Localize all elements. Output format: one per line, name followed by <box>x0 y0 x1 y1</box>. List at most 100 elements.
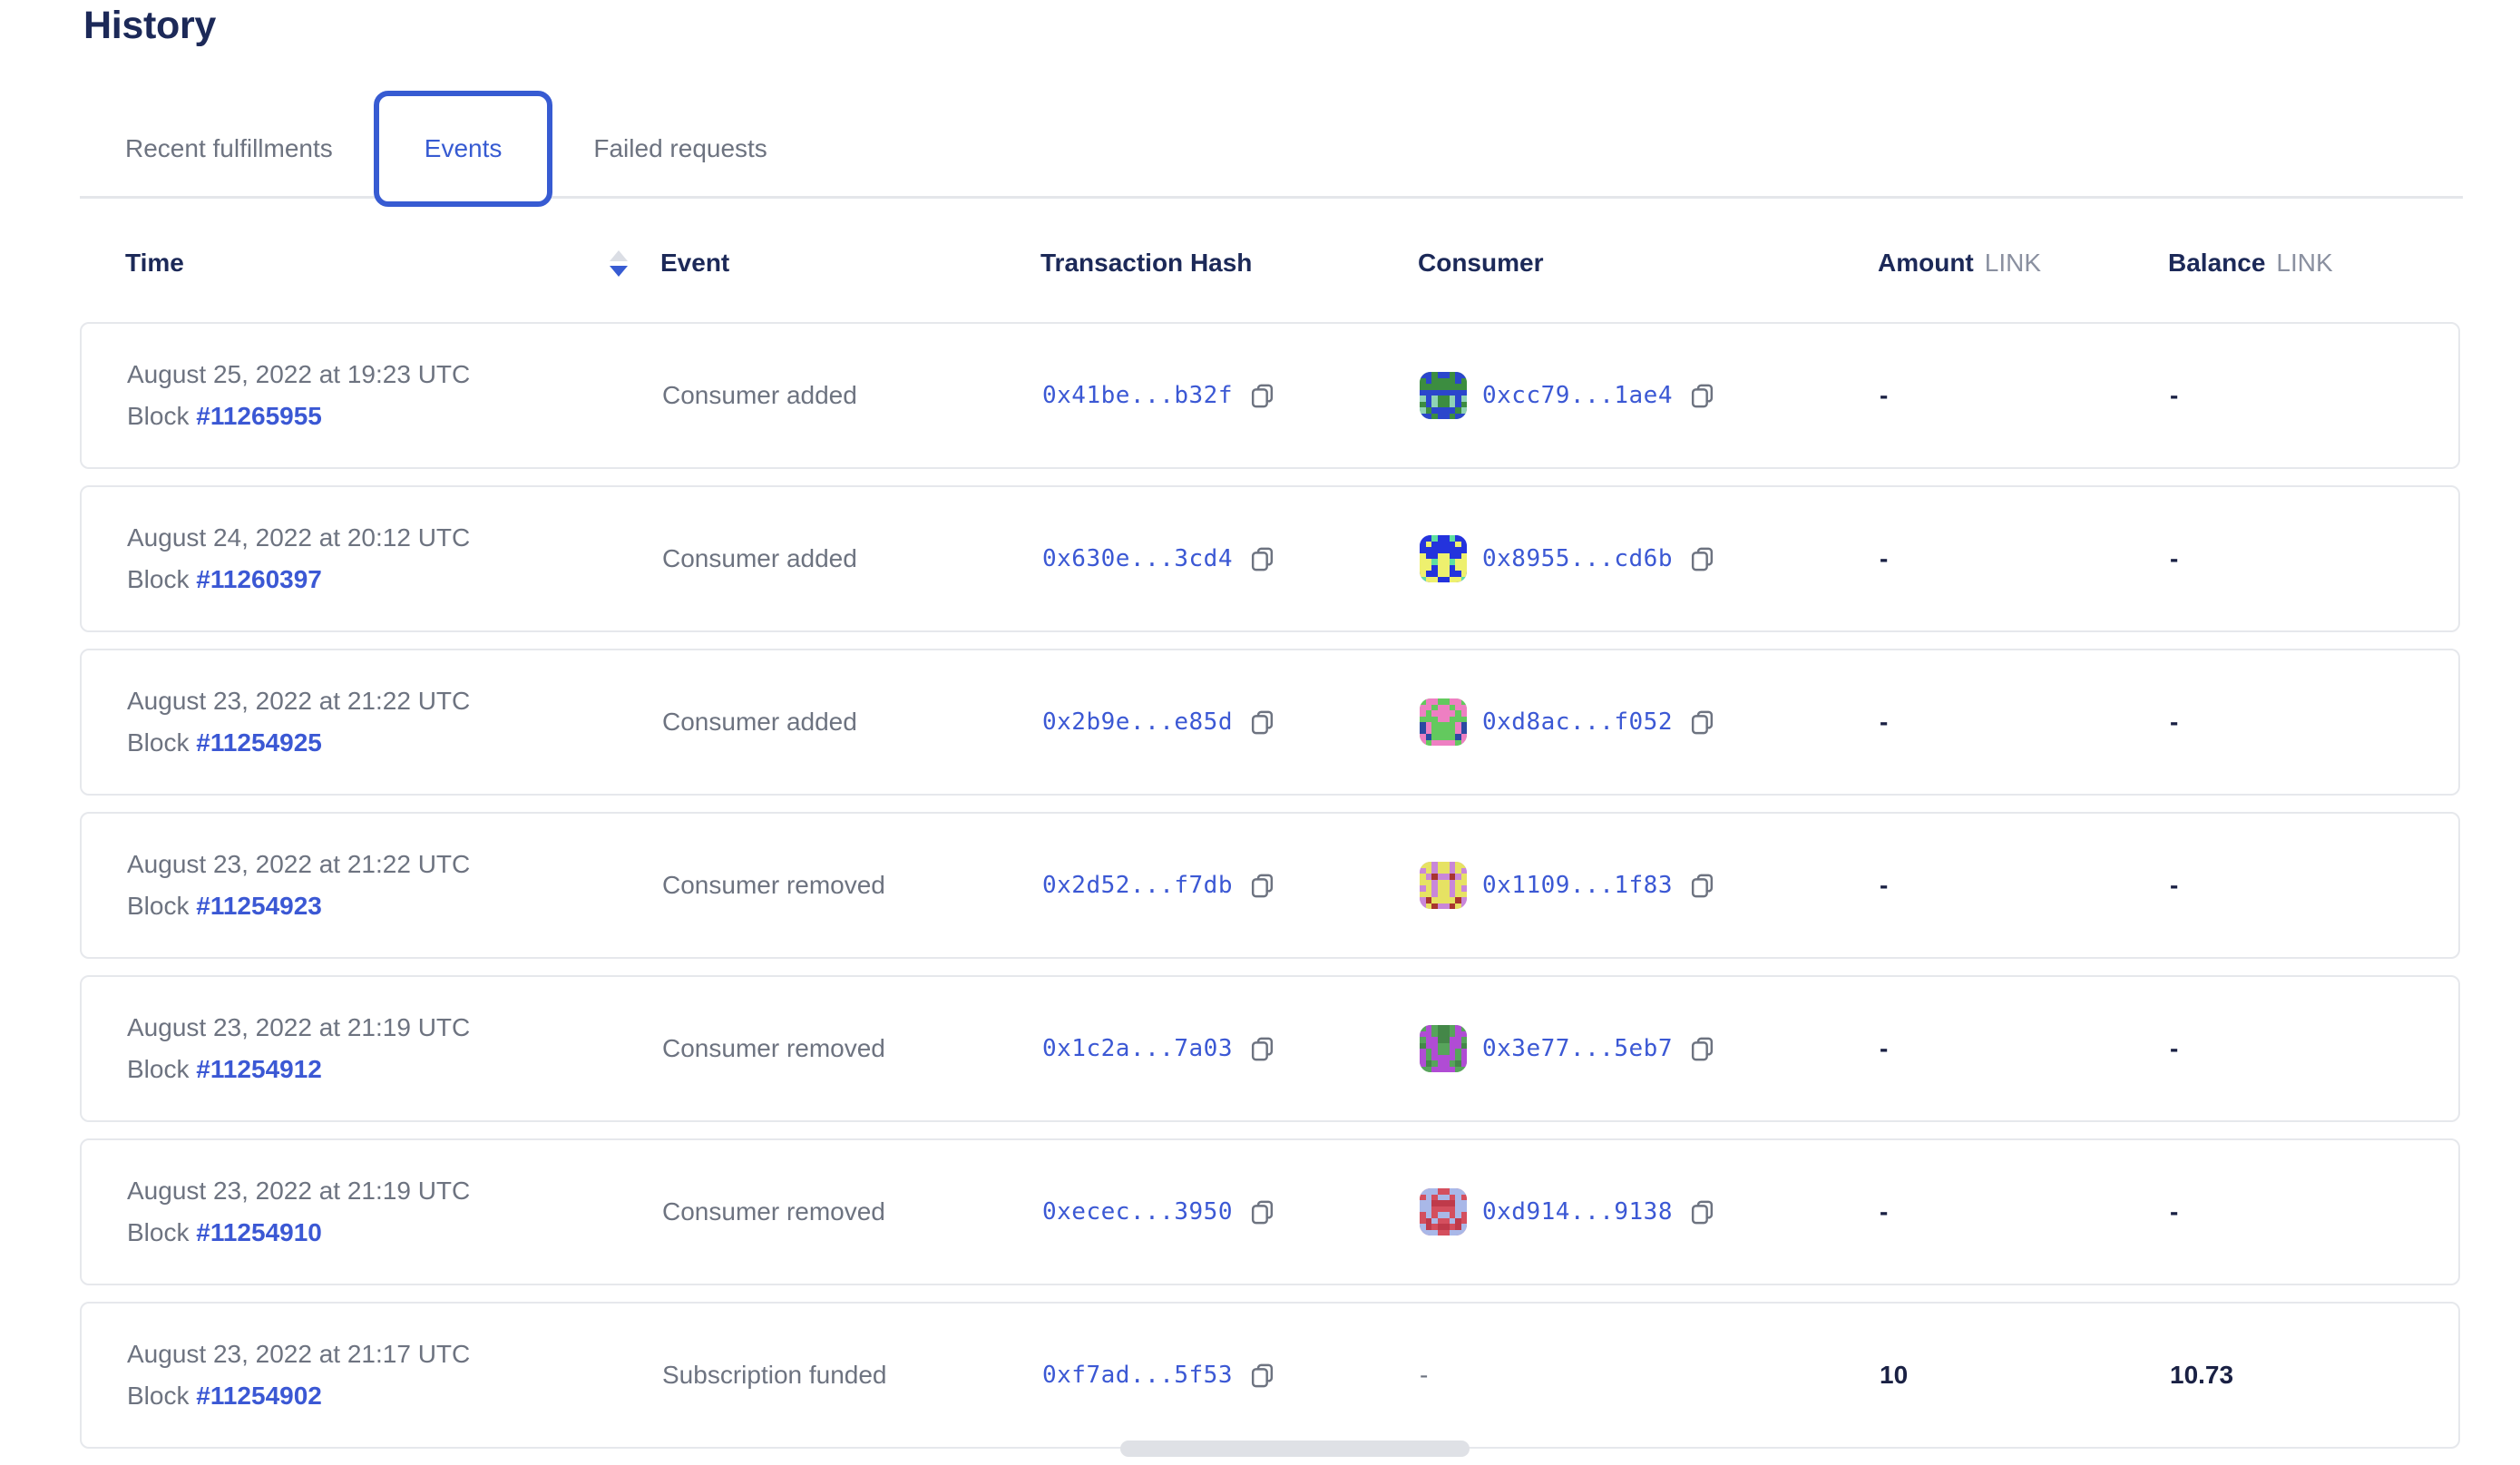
consumer-address-link[interactable]: 0x3e77...5eb7 <box>1482 1035 1673 1062</box>
consumer-identicon <box>1420 372 1467 419</box>
event-type: Consumer removed <box>662 871 885 899</box>
block-number-link[interactable]: #11265955 <box>196 402 322 430</box>
horizontal-scrollbar-thumb[interactable] <box>1120 1441 1470 1457</box>
sort-icon[interactable] <box>610 249 628 277</box>
column-header-amount: Amount LINK <box>1878 249 2168 278</box>
copy-icon[interactable] <box>1248 708 1276 737</box>
transaction-hash-link[interactable]: 0x630e...3cd4 <box>1042 545 1233 572</box>
transaction-hash-cell: 0x41be...b32f <box>1042 382 1420 410</box>
time-cell: August 24, 2022 at 20:12 UTC Block #1126… <box>127 523 662 594</box>
table-row: August 23, 2022 at 21:17 UTC Block #1125… <box>80 1302 2460 1449</box>
time-cell: August 23, 2022 at 21:22 UTC Block #1125… <box>127 687 662 757</box>
time-cell: August 23, 2022 at 21:22 UTC Block #1125… <box>127 850 662 921</box>
history-tabs: Recent fulfillments Events Failed reques… <box>125 91 767 207</box>
balance-value: - <box>2170 544 2179 572</box>
block-number-link[interactable]: #11254925 <box>196 728 322 757</box>
copy-icon[interactable] <box>1248 1198 1276 1226</box>
copy-icon[interactable] <box>1688 708 1716 737</box>
consumer-identicon <box>1420 698 1467 746</box>
event-date: August 23, 2022 at 21:22 UTC <box>127 687 471 715</box>
consumer-address-link[interactable]: 0xcc79...1ae4 <box>1482 382 1673 409</box>
consumer-cell: 0xd914...9138 <box>1420 1188 1880 1235</box>
event-date: August 23, 2022 at 21:22 UTC <box>127 850 471 878</box>
tab-recent-fulfillments[interactable]: Recent fulfillments <box>125 134 333 162</box>
transaction-hash-link[interactable]: 0x1c2a...7a03 <box>1042 1035 1233 1062</box>
tab-events[interactable]: Events <box>373 91 553 207</box>
copy-icon[interactable] <box>1248 872 1276 900</box>
consumer-address-link[interactable]: 0x1109...1f83 <box>1482 872 1673 899</box>
time-cell: August 23, 2022 at 21:19 UTC Block #1125… <box>127 1013 662 1084</box>
copy-icon[interactable] <box>1248 1035 1276 1063</box>
consumer-identicon <box>1420 535 1467 582</box>
tabs-divider <box>80 196 2463 199</box>
amount-value: 10 <box>1880 1361 1909 1389</box>
table-row: August 23, 2022 at 21:22 UTC Block #1125… <box>80 649 2460 796</box>
consumer-cell: 0xd8ac...f052 <box>1420 698 1880 746</box>
transaction-hash-link[interactable]: 0xecec...3950 <box>1042 1198 1233 1226</box>
table-row: August 25, 2022 at 19:23 UTC Block #1126… <box>80 322 2460 469</box>
amount-value: - <box>1880 1197 1889 1226</box>
transaction-hash-cell: 0x630e...3cd4 <box>1042 545 1420 573</box>
block-label: Block <box>127 402 190 430</box>
balance-value: - <box>2170 871 2179 899</box>
consumer-address-link[interactable]: 0xd8ac...f052 <box>1482 708 1673 736</box>
column-header-transaction-hash: Transaction Hash <box>1040 249 1253 277</box>
table-row: August 23, 2022 at 21:19 UTC Block #1125… <box>80 975 2460 1122</box>
transaction-hash-link[interactable]: 0x2b9e...e85d <box>1042 708 1233 736</box>
copy-icon[interactable] <box>1688 872 1716 900</box>
balance-value: - <box>2170 1197 2179 1226</box>
transaction-hash-link[interactable]: 0x2d52...f7db <box>1042 872 1233 899</box>
table-row: August 23, 2022 at 21:19 UTC Block #1125… <box>80 1138 2460 1285</box>
copy-icon[interactable] <box>1688 1035 1716 1063</box>
sort-asc-arrow-icon <box>610 249 628 261</box>
copy-icon[interactable] <box>1248 545 1276 573</box>
event-type: Consumer added <box>662 544 857 572</box>
time-cell: August 25, 2022 at 19:23 UTC Block #1126… <box>127 360 662 431</box>
consumer-cell: 0xcc79...1ae4 <box>1420 372 1880 419</box>
consumer-cell: - <box>1420 1361 1880 1390</box>
table-row: August 23, 2022 at 21:22 UTC Block #1125… <box>80 812 2460 959</box>
column-header-balance: Balance LINK <box>2168 249 2415 278</box>
consumer-cell: 0x1109...1f83 <box>1420 862 1880 909</box>
tab-failed-requests[interactable]: Failed requests <box>593 134 767 162</box>
balance-header-label: Balance <box>2168 249 2266 277</box>
copy-icon[interactable] <box>1688 1198 1716 1226</box>
block-number-link[interactable]: #11260397 <box>196 565 322 593</box>
event-type: Consumer removed <box>662 1197 885 1226</box>
transaction-hash-link[interactable]: 0xf7ad...5f53 <box>1042 1362 1233 1389</box>
block-number-link[interactable]: #11254923 <box>196 892 322 920</box>
copy-icon[interactable] <box>1688 545 1716 573</box>
block-label: Block <box>127 892 190 920</box>
consumer-empty: - <box>1420 1361 1429 1389</box>
block-label: Block <box>127 728 190 757</box>
copy-icon[interactable] <box>1248 382 1276 410</box>
block-label: Block <box>127 1218 190 1246</box>
event-date: August 25, 2022 at 19:23 UTC <box>127 360 471 388</box>
transaction-hash-cell: 0xecec...3950 <box>1042 1198 1420 1226</box>
consumer-address-link[interactable]: 0xd914...9138 <box>1482 1198 1673 1226</box>
event-type: Consumer removed <box>662 1034 885 1062</box>
copy-icon[interactable] <box>1248 1362 1276 1390</box>
event-date: August 23, 2022 at 21:19 UTC <box>127 1177 471 1205</box>
amount-value: - <box>1880 1034 1889 1062</box>
event-type: Consumer added <box>662 381 857 409</box>
transaction-hash-link[interactable]: 0x41be...b32f <box>1042 382 1233 409</box>
column-header-event: Event <box>660 249 730 277</box>
block-line: Block #11260397 <box>127 565 662 594</box>
balance-value: - <box>2170 1034 2179 1062</box>
consumer-address-link[interactable]: 0x8955...cd6b <box>1482 545 1673 572</box>
block-number-link[interactable]: #11254912 <box>196 1055 322 1083</box>
amount-value: - <box>1880 871 1889 899</box>
column-header-consumer: Consumer <box>1418 249 1544 277</box>
page-title: History <box>83 4 217 47</box>
table-header: Time Event Transaction Hash Consumer Amo… <box>80 234 2460 292</box>
block-number-link[interactable]: #11254910 <box>196 1218 322 1246</box>
copy-icon[interactable] <box>1688 382 1716 410</box>
time-header-label: Time <box>125 249 184 277</box>
balance-value: 10.73 <box>2170 1361 2234 1389</box>
amount-value: - <box>1880 544 1889 572</box>
block-number-link[interactable]: #11254902 <box>196 1382 322 1410</box>
block-line: Block #11254912 <box>127 1055 662 1084</box>
time-cell: August 23, 2022 at 21:17 UTC Block #1125… <box>127 1340 662 1411</box>
